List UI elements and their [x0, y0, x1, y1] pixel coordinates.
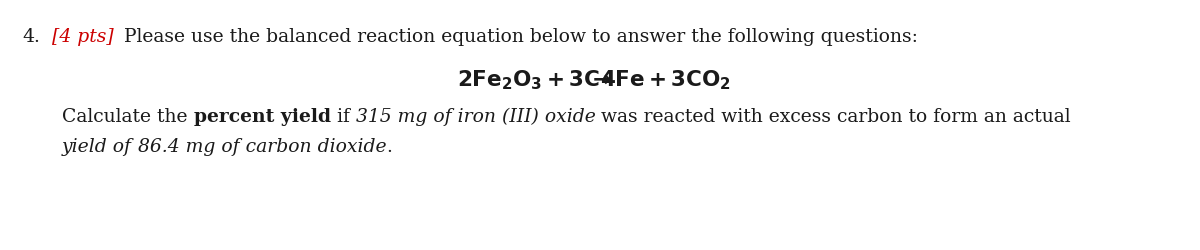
Text: [4 pts]: [4 pts]: [52, 28, 114, 46]
Text: 4.: 4.: [22, 28, 40, 46]
Text: if: if: [331, 108, 355, 126]
Text: yield of: yield of: [62, 138, 138, 156]
Text: $\mathbf{2Fe_2O_3 + 3C}$: $\mathbf{2Fe_2O_3 + 3C}$: [457, 68, 600, 91]
Text: 86.4 mg of carbon dioxide: 86.4 mg of carbon dioxide: [138, 138, 386, 156]
Text: 315 mg of iron (III) oxide: 315 mg of iron (III) oxide: [355, 108, 595, 126]
Text: $\mathbf{4Fe + 3CO_2}$: $\mathbf{4Fe + 3CO_2}$: [600, 68, 731, 91]
Text: percent yield: percent yield: [193, 108, 331, 126]
Text: was reacted with excess carbon to form an actual: was reacted with excess carbon to form a…: [595, 108, 1072, 126]
Text: $\mathbf{\rightarrow}$: $\mathbf{\rightarrow}$: [588, 68, 612, 90]
Text: Calculate the: Calculate the: [62, 108, 193, 126]
Text: .: .: [386, 138, 392, 156]
Text: Please use the balanced reaction equation below to answer the following question: Please use the balanced reaction equatio…: [124, 28, 918, 46]
